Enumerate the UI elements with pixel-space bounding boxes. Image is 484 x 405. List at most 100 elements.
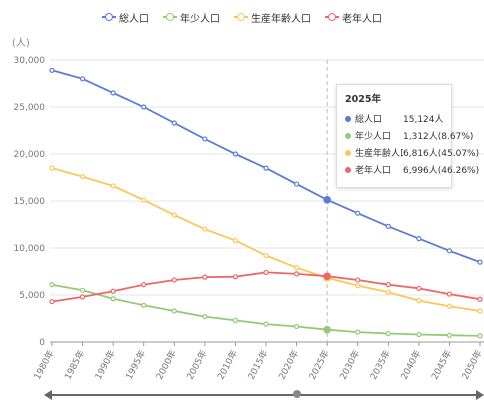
y-tick-label: 10,000 bbox=[14, 244, 46, 254]
tooltip-value-total: 15,124人 bbox=[403, 115, 444, 125]
series-3-point bbox=[323, 272, 331, 281]
legend-item-3[interactable]: 老年人口 bbox=[325, 8, 382, 26]
series-0-point bbox=[323, 196, 331, 204]
series-1-point bbox=[416, 331, 422, 338]
series-2-point bbox=[477, 308, 483, 314]
series-2-point bbox=[416, 298, 422, 304]
x-tick-label: 2045年 bbox=[429, 348, 455, 382]
y-tick-label: 5,000 bbox=[19, 291, 45, 301]
series-3-point bbox=[171, 277, 177, 283]
y-axis-unit-label: (人) bbox=[12, 38, 30, 49]
x-tick-label: 2015年 bbox=[245, 348, 271, 382]
tooltip-title: 2025年 bbox=[345, 94, 381, 105]
series-2-point bbox=[355, 283, 361, 289]
legend-item-2[interactable]: 生産年齢人口 bbox=[234, 8, 311, 26]
x-tick-label: 1985年 bbox=[62, 348, 88, 382]
legend-label: 年少人口 bbox=[180, 13, 220, 25]
series-3-point bbox=[49, 298, 55, 305]
series-3-point bbox=[202, 274, 208, 280]
series-0-point bbox=[385, 223, 391, 229]
tooltip-row-youth: 年少人口 1,312人(8.67%) bbox=[345, 127, 473, 144]
legend-line-marker-icon bbox=[234, 13, 248, 21]
y-tick-label: 30,000 bbox=[14, 56, 46, 66]
y-tick-label: 25,000 bbox=[14, 103, 46, 113]
slider-left-arrow-icon[interactable] bbox=[44, 390, 52, 400]
series-line-2 bbox=[51, 167, 481, 312]
tooltip-name-working: 生産年齢人口 bbox=[355, 149, 403, 159]
series-1-point bbox=[171, 308, 177, 314]
legend-label: 老年人口 bbox=[342, 13, 382, 25]
series-1-point bbox=[232, 317, 239, 323]
series-1-point bbox=[263, 321, 269, 327]
series-1-point bbox=[110, 296, 116, 302]
series-0-point bbox=[49, 67, 55, 73]
series-line-3 bbox=[51, 271, 481, 303]
series-1-point bbox=[477, 333, 483, 339]
legend-item-0[interactable]: 総人口 bbox=[102, 8, 149, 26]
legend-item-1[interactable]: 年少人口 bbox=[163, 8, 220, 26]
series-3-point bbox=[232, 274, 239, 280]
tooltip-name-youth: 年少人口 bbox=[355, 132, 392, 142]
series-3-point bbox=[293, 271, 300, 277]
zoom-slider[interactable] bbox=[44, 389, 484, 401]
tooltip-row-total: 総人口 15,124人 bbox=[345, 110, 444, 127]
tooltip-value-youth: 1,312人(8.67%) bbox=[403, 132, 474, 142]
series-line-1 bbox=[51, 283, 481, 337]
series-1-point bbox=[385, 330, 391, 337]
x-tick-label: 2040年 bbox=[398, 348, 424, 382]
tooltip-dot-total bbox=[345, 115, 351, 122]
series-2-point bbox=[385, 289, 391, 295]
x-tick-label: 1980年 bbox=[31, 348, 57, 382]
tooltip-name-elderly: 老年人口 bbox=[355, 166, 392, 176]
series-3-point bbox=[141, 282, 147, 288]
series-0-point bbox=[202, 136, 208, 142]
tooltip-dot-working bbox=[345, 149, 351, 156]
series-0-point bbox=[171, 120, 177, 126]
series-2-point bbox=[171, 212, 177, 218]
slider-handle[interactable] bbox=[293, 390, 301, 398]
series-1-point bbox=[446, 332, 453, 338]
series-3-point bbox=[416, 285, 422, 292]
x-tick-label: 2025年 bbox=[306, 348, 332, 382]
legend-line-marker-icon bbox=[102, 13, 116, 21]
y-tick-label: 0 bbox=[39, 338, 45, 348]
tooltip-dot-youth bbox=[345, 132, 351, 139]
x-tick-label: 2050年 bbox=[459, 348, 484, 382]
tooltip-name-total: 総人口 bbox=[355, 115, 383, 125]
series-2-point bbox=[110, 183, 116, 189]
tooltip: 2025年 総人口 15,124人 年少人口 1,312人(8.67%) 生産年… bbox=[336, 84, 479, 188]
x-tick-label: 2000年 bbox=[153, 348, 179, 382]
series-3-point bbox=[385, 282, 391, 288]
series-0-point bbox=[232, 151, 239, 157]
series-0-point bbox=[110, 90, 116, 96]
x-tick-label: 1990年 bbox=[92, 348, 118, 382]
series-2-point bbox=[141, 197, 147, 203]
series-0-point bbox=[477, 259, 483, 265]
legend-line-marker-icon bbox=[325, 13, 339, 21]
series-1-point bbox=[323, 325, 331, 334]
series-2-point bbox=[232, 237, 239, 244]
legend-label: 総人口 bbox=[119, 13, 149, 25]
series-0-point bbox=[446, 248, 453, 254]
tooltip-row-elderly: 老年人口 6,996人(46.26%) bbox=[345, 161, 479, 178]
legend-line-marker-icon bbox=[163, 13, 177, 21]
tooltip-row-working: 生産年齢人口 6,816人(45.07%) bbox=[345, 144, 479, 161]
series-2-point bbox=[49, 165, 55, 171]
x-tick-label: 2020年 bbox=[276, 348, 302, 382]
series-3-point bbox=[355, 277, 361, 283]
x-tick-label: 2010年 bbox=[215, 348, 241, 382]
y-tick-label: 20,000 bbox=[14, 150, 46, 160]
series-3-point bbox=[79, 294, 86, 300]
series-2-point bbox=[263, 252, 269, 259]
series-1-point bbox=[355, 329, 361, 335]
series-1-point bbox=[293, 323, 300, 330]
slider-right-arrow-icon[interactable] bbox=[476, 390, 484, 400]
series-3-point bbox=[110, 288, 116, 294]
tooltip-value-elderly: 6,996人(46.26%) bbox=[403, 166, 480, 176]
series-0-point bbox=[355, 210, 361, 216]
series-3-point bbox=[477, 296, 483, 302]
series-3-point bbox=[446, 291, 453, 297]
series-1-point bbox=[49, 282, 55, 288]
x-tick-label: 2035年 bbox=[367, 348, 393, 382]
